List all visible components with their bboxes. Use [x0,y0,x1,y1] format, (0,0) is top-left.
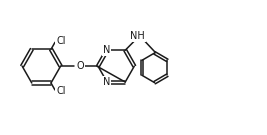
Text: Cl: Cl [56,86,66,96]
Text: Cl: Cl [56,36,66,46]
Text: O: O [76,61,84,71]
Text: NH: NH [130,31,145,41]
Text: N: N [103,77,110,87]
Text: N: N [103,45,110,55]
